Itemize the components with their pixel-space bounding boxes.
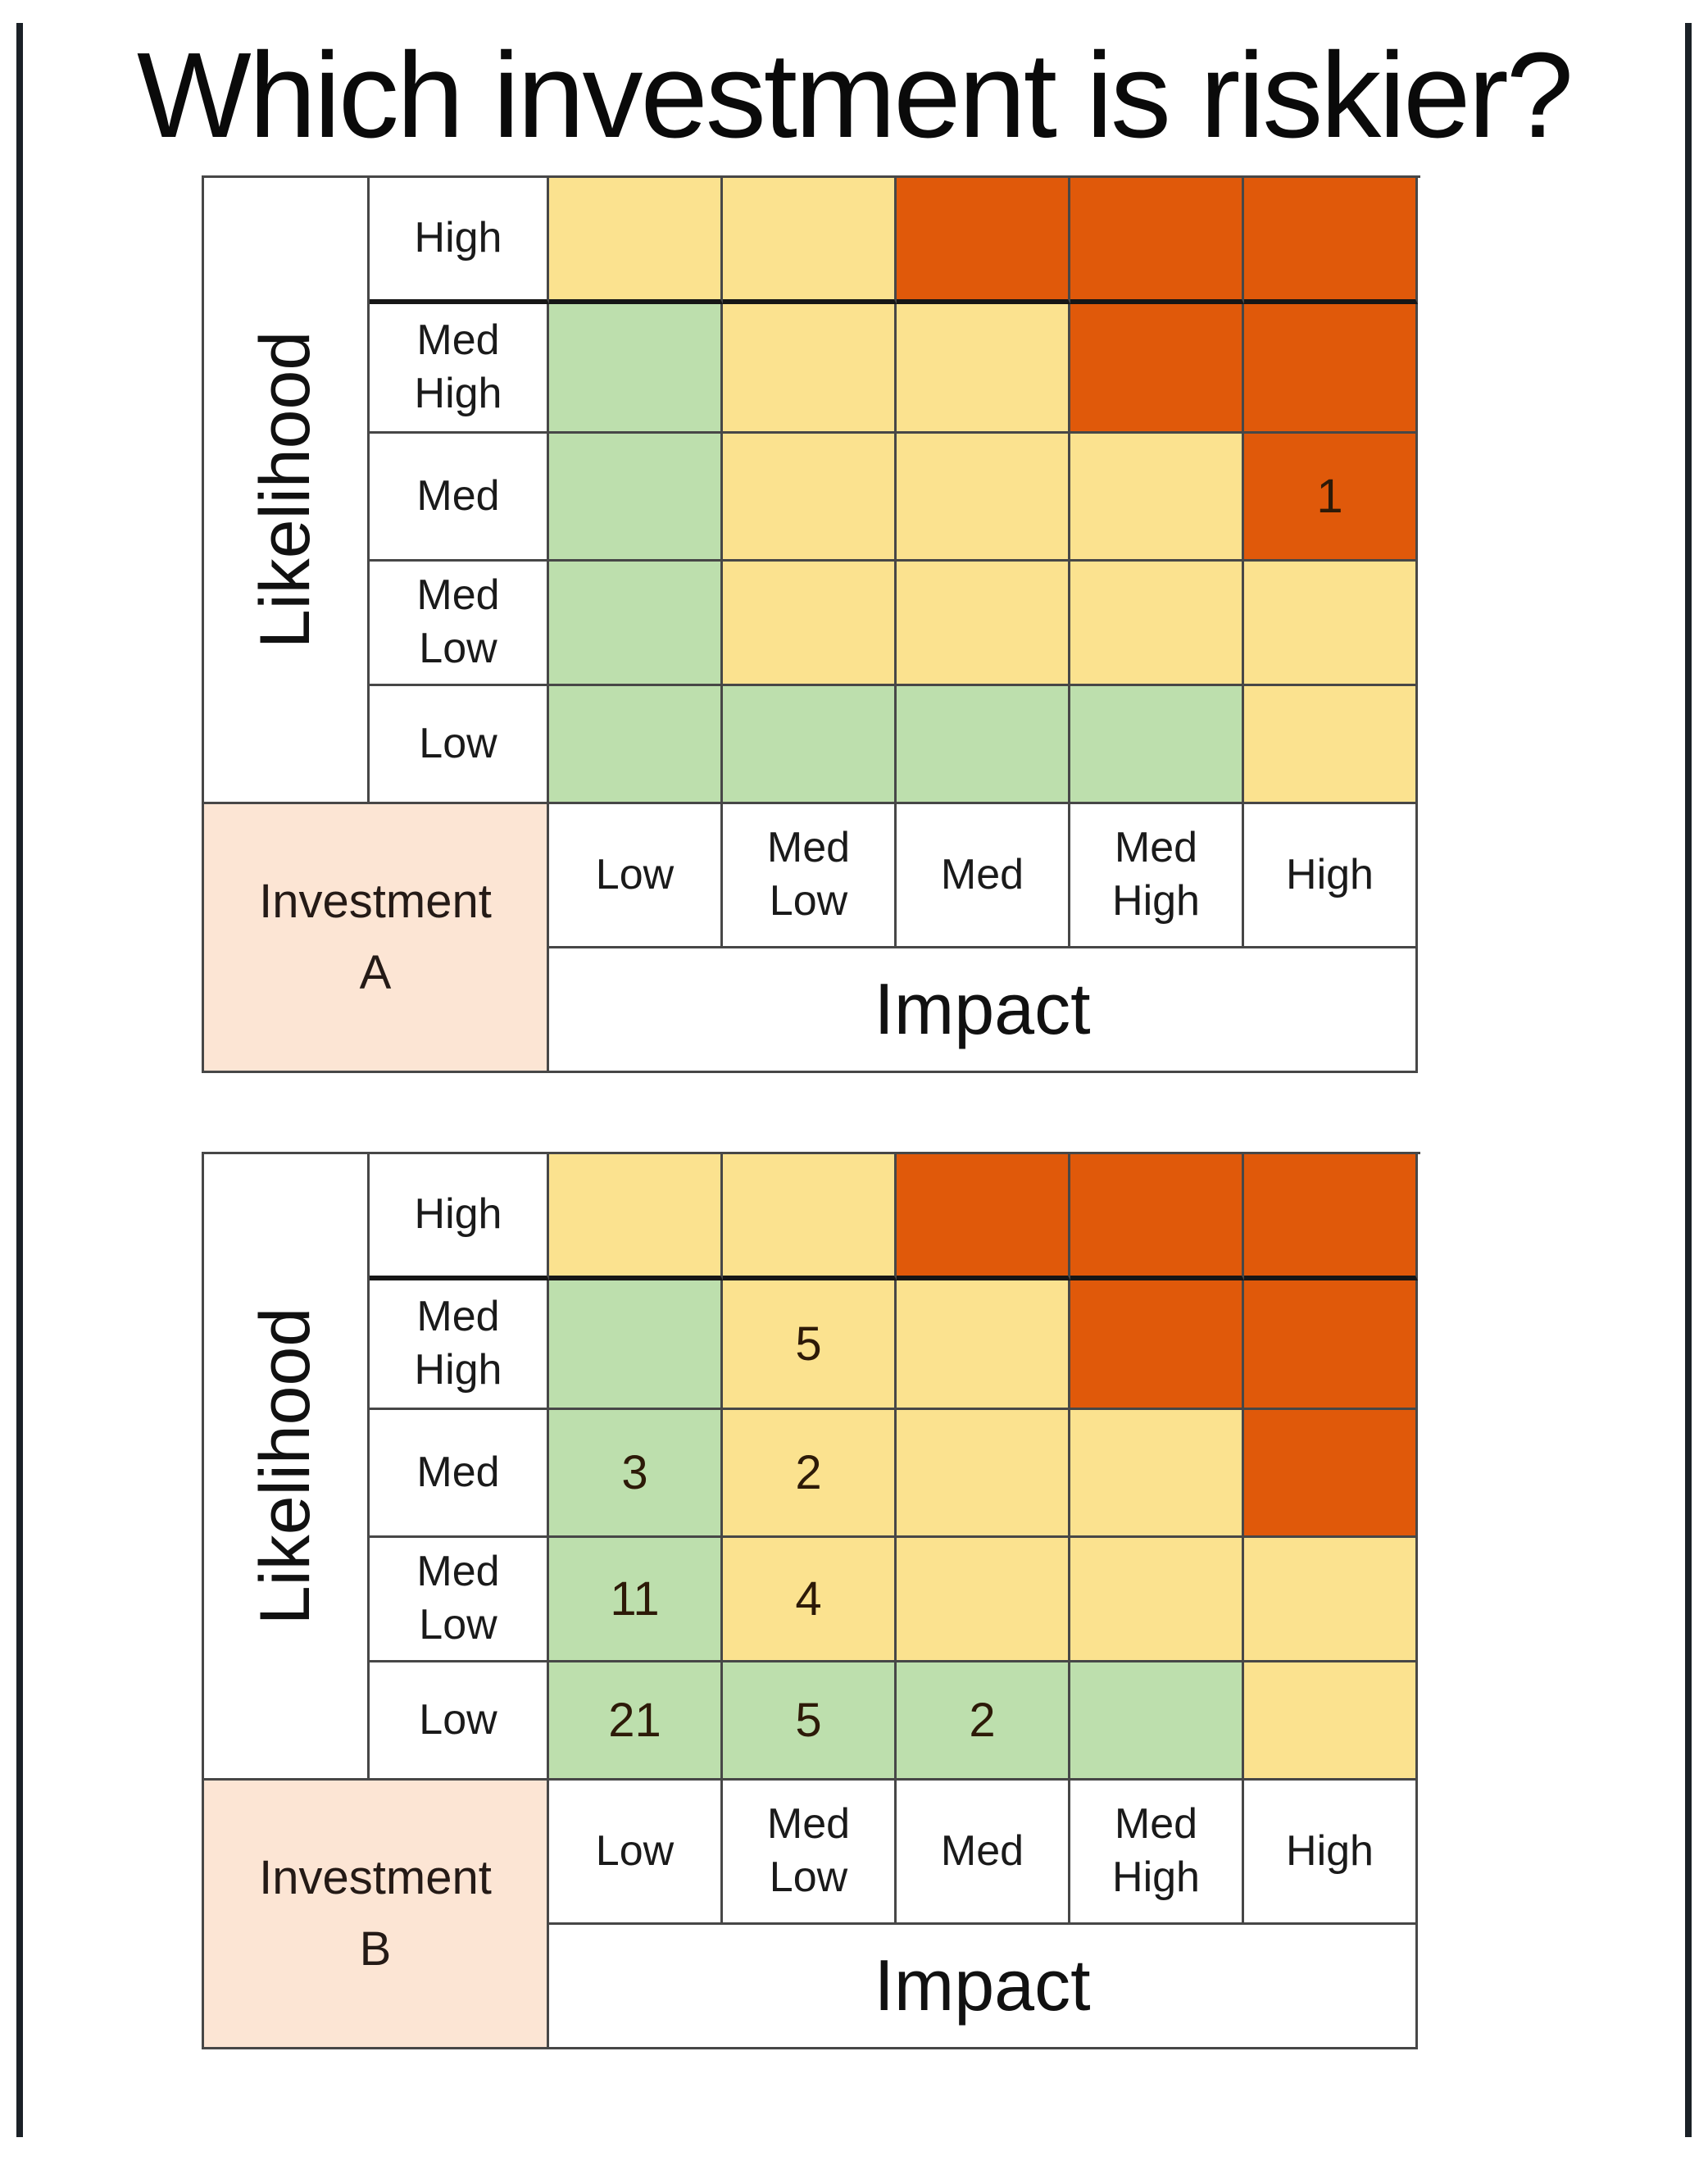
investment-label-line2: B xyxy=(359,1922,392,1976)
matrix-cell-high-med-high xyxy=(1070,1153,1244,1280)
matrix-cell-med-low xyxy=(549,433,723,562)
col-label-med: Med xyxy=(897,1780,1070,1925)
matrix-cell-med-med-low: 2 xyxy=(723,1409,897,1538)
matrix-cell-low-med-high xyxy=(1070,685,1244,804)
matrix-cell-med-high-med-high xyxy=(1070,303,1244,434)
row-label-low: Low xyxy=(370,1662,549,1781)
matrix-cell-med-low-med xyxy=(897,1537,1070,1662)
matrix-cell-med-low: 3 xyxy=(549,1409,723,1538)
investment-label-line2: A xyxy=(359,946,392,1000)
matrix-cell-med-low-med-high xyxy=(1070,561,1244,686)
matrix-cell-med-med-high xyxy=(1070,433,1244,562)
matrix-cell-med-low-med-low xyxy=(723,561,897,686)
likelihood-axis-label: Likelihood xyxy=(204,177,370,804)
matrix-cell-med-high-med-low xyxy=(723,303,897,434)
matrix-cell-low-med: 2 xyxy=(897,1662,1070,1781)
matrix-cell-med-low-high xyxy=(1244,561,1418,686)
matrix-cell-low-med-low xyxy=(723,685,897,804)
matrix-cell-med-low-med-high xyxy=(1070,1537,1244,1662)
matrix-cell-med-high-med xyxy=(897,303,1070,434)
investment-label: Investment A xyxy=(204,803,549,1073)
row-label-med-low: Med Low xyxy=(370,1537,549,1662)
matrix-cell-med-low-low xyxy=(549,561,723,686)
impact-axis-label: Impact xyxy=(549,1924,1418,2049)
matrix-cell-med-low-med xyxy=(897,561,1070,686)
matrix-cell-med-high-low xyxy=(549,1280,723,1410)
matrix-cell-med-med-high xyxy=(1070,1409,1244,1538)
matrix-cell-med-high: 1 xyxy=(1244,433,1418,562)
col-label-high: High xyxy=(1244,803,1418,948)
col-label-med: Med xyxy=(897,803,1070,948)
row-label-med: Med xyxy=(370,1409,549,1538)
col-label-med-low: Med Low xyxy=(723,1780,897,1925)
matrix-cell-high-med-low xyxy=(723,1153,897,1280)
matrix-cell-high-high xyxy=(1244,1153,1418,1280)
matrix-cell-high-high xyxy=(1244,177,1418,304)
matrix-cell-med-low-med-low: 4 xyxy=(723,1537,897,1662)
matrix-cell-high-low xyxy=(549,1153,723,1280)
row-label-med-high: Med High xyxy=(370,303,549,434)
row-label-low: Low xyxy=(370,685,549,804)
risk-matrix-investment-a: Likelihood High Med High Med 1 Med Low Low Inve… xyxy=(202,175,1420,1073)
investment-label-line1: Investment xyxy=(259,875,492,929)
matrix-cell-low-high xyxy=(1244,685,1418,804)
matrix-cell-med-high-med-high xyxy=(1070,1280,1244,1410)
likelihood-axis-text: Likelihood xyxy=(246,1307,325,1625)
matrix-cell-low-low xyxy=(549,685,723,804)
col-label-low: Low xyxy=(549,1780,723,1925)
row-label-med-low: Med Low xyxy=(370,561,549,686)
col-label-low: Low xyxy=(549,803,723,948)
matrix-cell-high-med xyxy=(897,177,1070,304)
matrix-cell-low-med xyxy=(897,685,1070,804)
risk-matrix-investment-b: Likelihood High Med High 5 Med 3 2 Med Low 11 4 Lo… xyxy=(202,1151,1420,2049)
investment-label-line1: Investment xyxy=(259,1851,492,1905)
matrix-cell-high-med-high xyxy=(1070,177,1244,304)
investment-label: Investment B xyxy=(204,1780,549,2049)
matrix-cell-med-high xyxy=(1244,1409,1418,1538)
matrix-cell-med-high-high xyxy=(1244,1280,1418,1410)
matrix-cell-med-high-med-low: 5 xyxy=(723,1280,897,1410)
matrix-cell-med-med-low xyxy=(723,433,897,562)
matrix-cell-low-low: 21 xyxy=(549,1662,723,1781)
matrix-cell-low-med-low: 5 xyxy=(723,1662,897,1781)
matrix-cell-med-high-med xyxy=(897,1280,1070,1410)
slide-page: Which investment is riskier? Likelihood H… xyxy=(23,23,1685,2142)
matrix-cell-low-med-high xyxy=(1070,1662,1244,1781)
matrix-cell-med-high-low xyxy=(549,303,723,434)
row-label-high: High xyxy=(370,1153,549,1280)
matrix-cell-high-low xyxy=(549,177,723,304)
row-label-high: High xyxy=(370,177,549,304)
col-label-high: High xyxy=(1244,1780,1418,1925)
likelihood-axis-label: Likelihood xyxy=(204,1153,370,1781)
page-title: Which investment is riskier? xyxy=(136,28,1574,163)
matrix-cell-med-low-low: 11 xyxy=(549,1537,723,1662)
matrix-cell-high-med-low xyxy=(723,177,897,304)
matrix-cell-med-low-high xyxy=(1244,1537,1418,1662)
row-label-med-high: Med High xyxy=(370,1280,549,1410)
matrix-cell-med-med xyxy=(897,1409,1070,1538)
col-label-med-high: Med High xyxy=(1070,1780,1244,1925)
matrix-cell-med-med xyxy=(897,433,1070,562)
col-label-med-low: Med Low xyxy=(723,803,897,948)
likelihood-axis-text: Likelihood xyxy=(246,330,325,648)
matrix-cell-med-high-high xyxy=(1244,303,1418,434)
impact-axis-label: Impact xyxy=(549,948,1418,1073)
matrix-cell-high-med xyxy=(897,1153,1070,1280)
col-label-med-high: Med High xyxy=(1070,803,1244,948)
row-label-med: Med xyxy=(370,433,549,562)
matrix-cell-low-high xyxy=(1244,1662,1418,1781)
